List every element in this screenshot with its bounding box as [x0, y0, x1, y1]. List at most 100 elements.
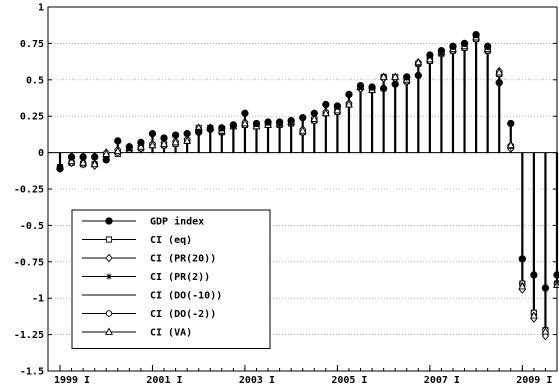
y-tick-label: 0 [38, 148, 44, 159]
legend-label: CI (VA) [150, 328, 192, 339]
data-point [264, 118, 272, 126]
axis-ticks: 1 0.75 0.5 0.25 0 -0.25 -0.5 -0.75 -1 -1.25 -1.5 19… [14, 3, 558, 386]
data-point [56, 164, 64, 173]
legend-label: CI (DO(-2)) [150, 309, 216, 320]
data-point [414, 57, 423, 66]
data-point [518, 282, 527, 290]
data-point [484, 42, 492, 50]
data-point [79, 158, 88, 166]
data-point [114, 137, 122, 145]
legend-box [71, 209, 271, 349]
data-point [391, 80, 399, 88]
y-tick-label: 0.75 [20, 39, 44, 50]
y-tick-label: -0.5 [20, 221, 44, 232]
legend-label: CI (DO(-10)) [150, 291, 222, 302]
data-point [67, 153, 76, 161]
data-point [379, 72, 388, 80]
y-tick-label: -0.25 [14, 185, 44, 196]
data-point [252, 119, 261, 128]
data-point [241, 109, 249, 117]
data-point [206, 125, 214, 133]
data-point [529, 311, 538, 319]
x-tick-label: 2003 I [239, 375, 275, 386]
legend-swatch-marker [105, 327, 113, 335]
data-point [218, 124, 226, 132]
data-point [125, 143, 133, 151]
data-point [195, 128, 203, 136]
x-tick-label: 2007 I [424, 375, 460, 386]
legend: GDP index CI (eq) CI (PR(20)) CI (PR(2)) CI … [71, 209, 271, 349]
data-point [344, 100, 353, 108]
y-tick-label: -1.5 [20, 367, 44, 378]
data-point [495, 68, 504, 76]
legend-swatch-marker [106, 273, 112, 280]
data-point [67, 156, 76, 165]
data-point [403, 73, 411, 81]
x-tick-label: 2005 I [331, 375, 367, 386]
data-point [426, 51, 434, 59]
data-point [495, 79, 503, 87]
data-point [553, 271, 559, 279]
x-tick-label: 2001 I [146, 375, 182, 386]
data-point [333, 102, 342, 110]
data-point [275, 118, 284, 126]
legend-swatch-marker [105, 253, 113, 263]
y-tick-label: 0.5 [26, 75, 44, 86]
data-point [310, 109, 318, 117]
data-point [79, 153, 87, 161]
y-tick-label: -1.25 [14, 330, 44, 341]
data-point [113, 146, 122, 154]
data-point [148, 130, 157, 138]
data-point [240, 119, 249, 127]
data-point [368, 83, 376, 91]
data-point [171, 137, 180, 146]
legend-label: CI (PR(2)) [150, 272, 210, 283]
data-point [379, 84, 388, 93]
data-point [541, 331, 550, 341]
data-point [183, 130, 191, 138]
data-point [472, 31, 480, 39]
data-point [507, 119, 515, 128]
legend-label: GDP index [150, 216, 204, 228]
data-point [310, 114, 319, 122]
data-point [299, 114, 307, 122]
data-point [460, 39, 469, 48]
data-point [136, 142, 145, 150]
data-point [183, 136, 192, 144]
data-point [229, 121, 238, 129]
data-point [148, 140, 157, 149]
y-tick-label: -0.75 [14, 257, 44, 268]
x-tick-label: 2009 I [516, 375, 552, 386]
data-point [414, 71, 422, 80]
y-tick-label: -1 [32, 294, 44, 305]
data-point [333, 105, 342, 114]
data-point [171, 131, 180, 139]
data-point [137, 138, 145, 147]
data-point [102, 156, 110, 164]
data-point [449, 42, 457, 50]
data-point [541, 284, 550, 292]
data-point [90, 159, 99, 168]
data-point [322, 100, 330, 109]
data-point [345, 90, 353, 99]
y-tick-label: 0.25 [20, 112, 44, 123]
legend-label: CI (eq) [150, 235, 192, 246]
data-point [518, 255, 526, 263]
y-tick-label: 1 [38, 3, 44, 14]
legend-swatch-marker [105, 310, 113, 317]
data-point [287, 116, 295, 125]
data-point [160, 139, 168, 147]
data-point [298, 126, 307, 134]
data-point [437, 47, 446, 55]
data-point [425, 54, 434, 63]
legend-swatch-marker [105, 217, 113, 225]
data-point [321, 108, 330, 117]
x-tick-label: 1999 I [54, 375, 90, 386]
data-point [91, 153, 99, 161]
data-point [530, 271, 538, 279]
data-point [160, 134, 168, 142]
legend-label: CI (PR(20)) [150, 254, 216, 265]
data-point [541, 327, 550, 335]
data-point [356, 81, 365, 90]
